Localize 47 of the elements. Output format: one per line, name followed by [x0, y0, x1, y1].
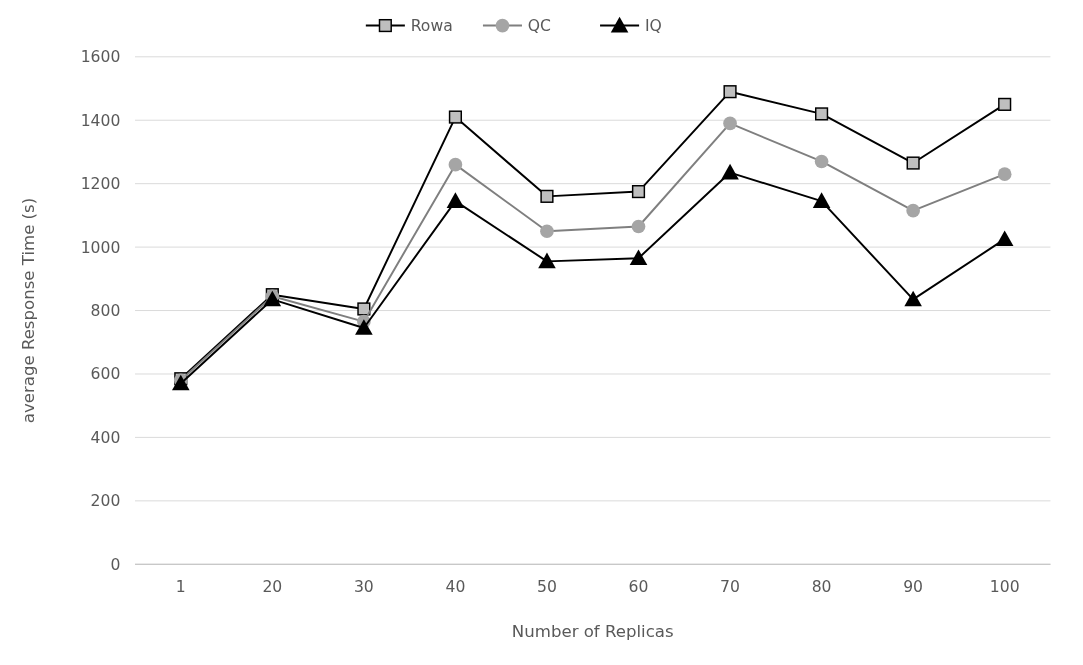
point [723, 85, 737, 99]
x-tick-label: 90 [903, 577, 924, 596]
y-tick-label: 800 [90, 302, 121, 321]
point [723, 116, 737, 131]
point [448, 110, 463, 124]
x-tick-label: 80 [811, 577, 832, 596]
point [631, 185, 646, 199]
point [904, 290, 922, 307]
y-tick-label: 600 [90, 365, 121, 384]
point [998, 97, 1012, 111]
y-tick-label: 1400 [80, 111, 121, 130]
point [629, 249, 648, 266]
x-tick-label: 1 [175, 577, 186, 596]
point [815, 107, 829, 121]
point [906, 156, 920, 170]
point [355, 319, 373, 335]
x-tick-label: 70 [720, 577, 740, 596]
legend-label: QC [527, 17, 552, 36]
y-tick-label: 1600 [80, 48, 121, 67]
point [446, 192, 465, 208]
y-tick-label: 400 [90, 428, 121, 447]
x-tick-label: 50 [537, 577, 557, 596]
point [997, 167, 1012, 181]
x-tick-label: 60 [628, 577, 649, 596]
point [448, 157, 463, 172]
y-axis-title: average Response Time (s) [19, 197, 39, 424]
point [357, 302, 371, 316]
x-tick-label: 30 [353, 577, 374, 596]
point [540, 189, 554, 203]
point [538, 252, 556, 269]
y-tick-label: 1000 [80, 238, 121, 257]
point [812, 192, 831, 208]
point [631, 219, 646, 234]
point [814, 154, 829, 169]
x-axis-title: Number of Replicas [511, 622, 674, 642]
y-tick-label: 0 [110, 555, 121, 574]
x-tick-label: 20 [262, 577, 283, 596]
point [721, 163, 739, 180]
y-tick-label: 200 [90, 492, 121, 511]
x-tick-label: 40 [445, 577, 466, 596]
point [995, 230, 1014, 247]
point [906, 203, 920, 218]
legend-label: IQ [644, 17, 662, 36]
legend-label: Rowa [410, 17, 453, 36]
point [540, 224, 554, 239]
y-tick-label: 1200 [80, 175, 121, 194]
x-tick-label: 100 [989, 577, 1020, 596]
